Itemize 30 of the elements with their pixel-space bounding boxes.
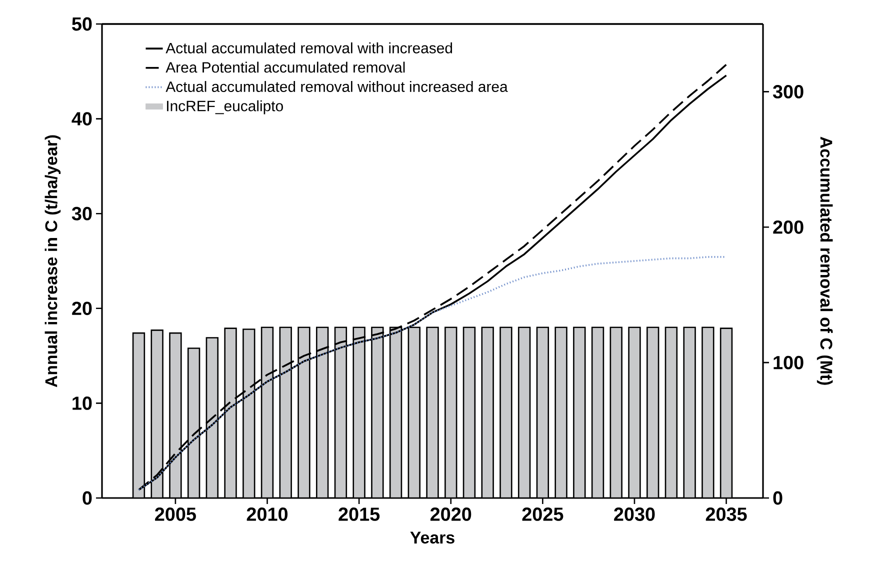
- legend-label: IncREF_eucalipto: [167, 100, 283, 114]
- y-tick-label: 40: [72, 112, 92, 126]
- bar: [462, 326, 476, 498]
- bar: [132, 332, 146, 498]
- y-tick-label: 0: [82, 491, 92, 505]
- y-tick-label: 10: [72, 396, 92, 410]
- y-axis-title: Annual increase in C (t/ha/year): [44, 135, 61, 388]
- y-tick-label: 20: [72, 302, 92, 316]
- x-tick-label: 2030: [614, 508, 655, 521]
- bar: [260, 326, 274, 498]
- y2-tick-label: 100: [774, 356, 804, 370]
- y-tick-label: 50: [72, 17, 92, 31]
- legend-label: Area Potential accumulated removal: [166, 62, 405, 73]
- legend-label: Actual accumulated removal without increased area: [166, 81, 508, 92]
- y2-tick-label: 200: [773, 220, 804, 234]
- x-tick-label: 2005: [155, 508, 196, 521]
- bar: [390, 327, 402, 498]
- x-tick-label: 2015: [338, 508, 380, 521]
- y2-tick-label: 0: [773, 491, 782, 505]
- y2-tick-label: 300: [772, 84, 804, 98]
- bar: [720, 328, 733, 498]
- legend-label: Actual accumulated removal with increased: [166, 42, 452, 54]
- y-tick-label: 30: [72, 206, 92, 220]
- x-tick-label: 2010: [246, 508, 288, 521]
- x-tick-label: 2035: [706, 508, 747, 521]
- x-axis-title: Years: [410, 532, 454, 544]
- x-tick-label: 2025: [522, 508, 564, 521]
- bar: [591, 326, 604, 498]
- y2-axis-title: Accumulated removal of C (Mt): [816, 136, 833, 385]
- x-tick-label: 2020: [430, 508, 472, 521]
